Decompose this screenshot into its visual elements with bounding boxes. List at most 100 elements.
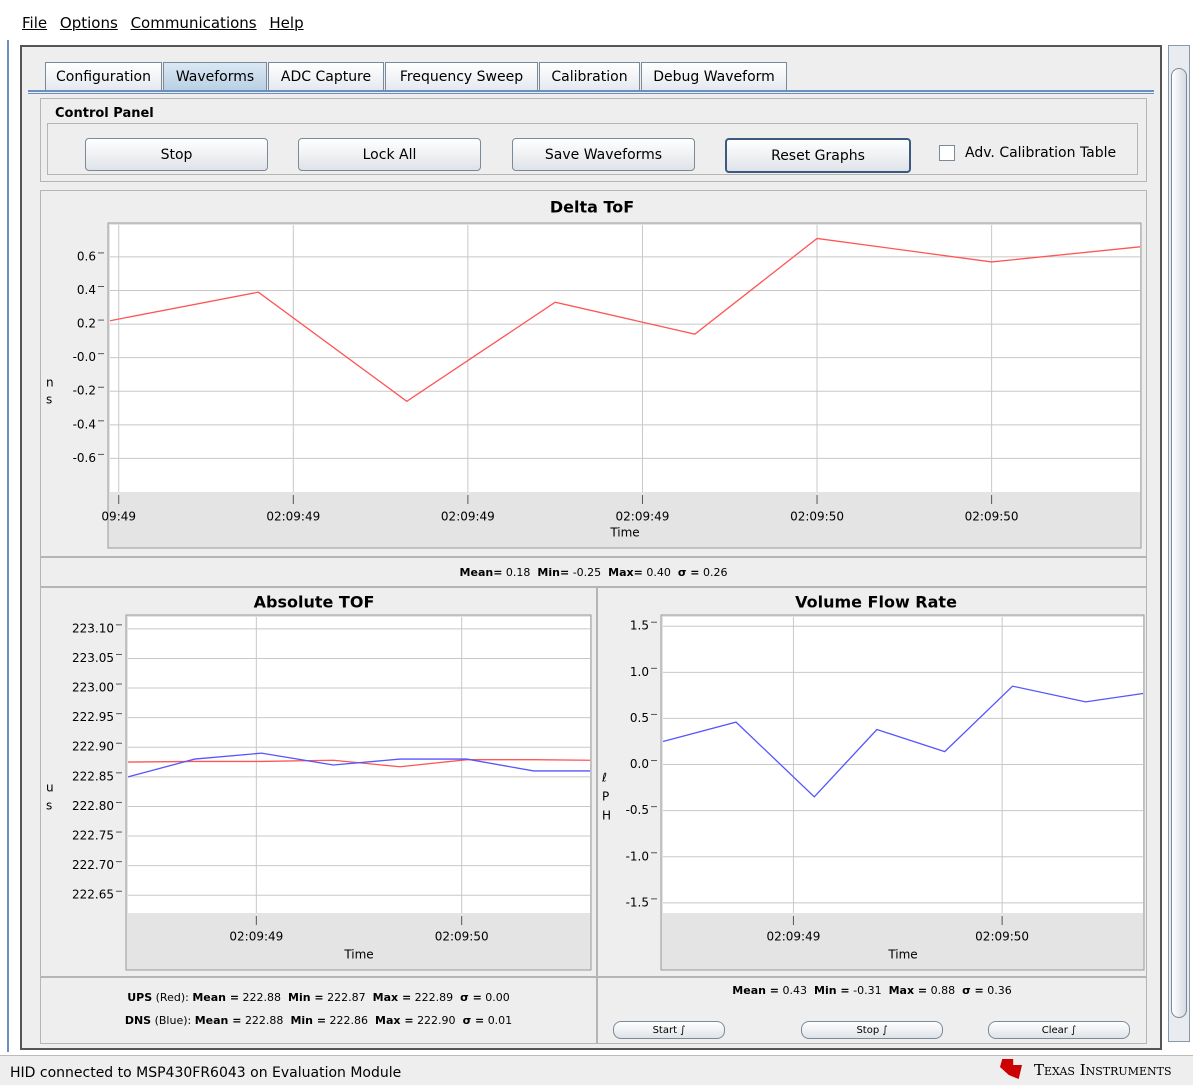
- x-tick-label: 02:09:50: [975, 930, 1029, 944]
- stats-text: Mean= 0.18 Min= -0.25 Max= 0.40 σ = 0.26: [41, 566, 1146, 579]
- stats-label: σ =: [460, 991, 482, 1004]
- logo-icon: [1000, 1059, 1022, 1079]
- stats-value: 0.18: [505, 566, 531, 579]
- button[interactable]: Stop ∫: [801, 1021, 943, 1039]
- stats-label: σ =: [677, 566, 700, 579]
- y-tick-label: -0.2: [73, 384, 96, 398]
- button[interactable]: Reset Graphs: [725, 138, 911, 173]
- chart-title: Volume Flow Rate: [795, 593, 957, 612]
- stats-bar: Mean= 0.18 Min= -0.25 Max= 0.40 σ = 0.26: [40, 557, 1147, 587]
- stats-label: Min =: [814, 984, 850, 997]
- panel-group: [47, 123, 1138, 175]
- x-tick-label: 02:09:49: [266, 510, 320, 524]
- checkbox-label[interactable]: Adv. Calibration Table: [965, 145, 1117, 161]
- y-axis-label: H: [602, 809, 611, 823]
- y-tick-label: -0.5: [626, 803, 649, 817]
- y-tick-label: -0.6: [73, 451, 96, 465]
- stats-panel: Mean = 0.43 Min = -0.31 Max = 0.88 σ = 0…: [597, 977, 1147, 1044]
- panel-title: Control Panel: [55, 106, 154, 121]
- y-tick-label: 223.10: [72, 621, 114, 635]
- stats-value: 222.87: [327, 991, 366, 1004]
- tab-underline: [28, 90, 1154, 94]
- y-axis-label: s: [46, 799, 52, 813]
- tab[interactable]: Calibration: [539, 62, 640, 92]
- y-axis-label: ℓ: [601, 771, 607, 785]
- stats-label: Min =: [288, 991, 324, 1004]
- stats-label: Mean=: [459, 566, 503, 579]
- x-tick-label: 02:09:49: [766, 930, 820, 944]
- stats-label: Max =: [888, 984, 928, 997]
- y-axis-label: P: [602, 790, 609, 804]
- button[interactable]: Clear ∫: [988, 1021, 1130, 1039]
- stats-value: -0.25: [572, 566, 602, 579]
- scrollbar[interactable]: [1168, 45, 1190, 1042]
- stats-label: Mean =: [194, 1014, 242, 1027]
- tab[interactable]: Waveforms: [163, 62, 267, 92]
- stats-text: DNS (Blue): Mean = 222.88 Min = 222.86 M…: [41, 1014, 596, 1027]
- status-bar: HID connected to MSP430FR6043 on Evaluat…: [0, 1055, 1193, 1085]
- y-tick-label: 1.5: [630, 619, 649, 633]
- stats-value: 222.88: [244, 1014, 284, 1027]
- status-text: HID connected to MSP430FR6043 on Evaluat…: [10, 1065, 402, 1081]
- y-tick-label: 222.70: [72, 858, 114, 872]
- y-tick-label: 222.90: [72, 740, 114, 754]
- stats-value: 0.40: [646, 566, 671, 579]
- stats-label: Max=: [608, 566, 643, 579]
- y-tick-label: 223.05: [72, 651, 114, 665]
- button[interactable]: Stop: [85, 138, 268, 171]
- x-axis-label: Time: [343, 948, 373, 962]
- x-tick-label: 02:09:49: [616, 510, 670, 524]
- y-tick-label: 0.2: [77, 317, 96, 331]
- y-tick-label: 222.80: [72, 799, 114, 813]
- x-tick-label: 02:09:50: [435, 930, 489, 944]
- logo-text: Texas Instruments: [1034, 1061, 1172, 1079]
- stats-text: Mean = 0.43 Min = -0.31 Max = 0.88 σ = 0…: [598, 984, 1146, 997]
- y-tick-label: 0.0: [630, 757, 649, 771]
- menu-item[interactable]: Help: [269, 14, 304, 32]
- chart: Absolute TOF 223.10 223.05 223.00 222.95 222.…: [46, 593, 592, 971]
- stats-value: 0.26: [702, 566, 728, 579]
- button[interactable]: Save Waveforms: [512, 138, 695, 171]
- y-tick-label: 0.5: [630, 711, 649, 725]
- y-tick-label: 223.00: [72, 681, 114, 695]
- stats-label: Max =: [372, 991, 412, 1004]
- series-note: (Blue):: [154, 1014, 192, 1027]
- tab[interactable]: Debug Waveform: [641, 62, 787, 92]
- menu-bar: File Options Communications Help: [0, 0, 1193, 42]
- stats-label: Min=: [537, 566, 570, 579]
- chart-title: Absolute TOF: [254, 593, 375, 612]
- tab[interactable]: Configuration: [45, 62, 162, 92]
- plot-area: [128, 617, 590, 913]
- y-tick-label: -1.0: [626, 849, 649, 863]
- button[interactable]: Start ∫: [613, 1021, 725, 1039]
- menu-item[interactable]: Options: [59, 14, 118, 32]
- y-tick-label: 222.75: [72, 829, 114, 843]
- data-line: [127, 752, 590, 778]
- checkbox[interactable]: [939, 145, 955, 161]
- tab[interactable]: ADC Capture: [268, 62, 384, 92]
- y-tick-label: 0.4: [77, 283, 96, 297]
- x-tick-label: 02:09:50: [965, 510, 1019, 524]
- y-tick-label: 222.65: [72, 888, 114, 902]
- x-tick-label: 02:09:49: [229, 930, 283, 944]
- menu-item[interactable]: Communications: [130, 14, 257, 32]
- series-name: UPS: [127, 991, 153, 1004]
- series-name: DNS: [124, 1014, 152, 1027]
- x-tick-label: 02:09:49: [441, 510, 495, 524]
- stats-label: Max =: [375, 1014, 414, 1027]
- chart: Volume Flow Rate 1.5 1.0 0.5 0.0 -0.5 -1.0 -1.5…: [601, 593, 1145, 971]
- plot-area: [110, 225, 1140, 492]
- scroll-thumb[interactable]: [1171, 68, 1187, 1018]
- chart: Delta ToF 0.6 0.4 0.2 -0.0 -0.2 -0.4 -0.6 09:49 0…: [46, 198, 1142, 549]
- menu-item[interactable]: File: [22, 14, 48, 32]
- stats-value: 0.36: [987, 984, 1012, 997]
- tab[interactable]: Frequency Sweep: [385, 62, 538, 92]
- button[interactable]: Lock All: [298, 138, 481, 171]
- stats-value: 0.88: [930, 984, 956, 997]
- y-axis-label: s: [46, 393, 52, 407]
- stats-value: 222.86: [329, 1014, 369, 1027]
- x-tick-label: 02:09:50: [790, 510, 844, 524]
- stats-label: Mean =: [192, 991, 240, 1004]
- y-tick-label: 1.0: [630, 665, 649, 679]
